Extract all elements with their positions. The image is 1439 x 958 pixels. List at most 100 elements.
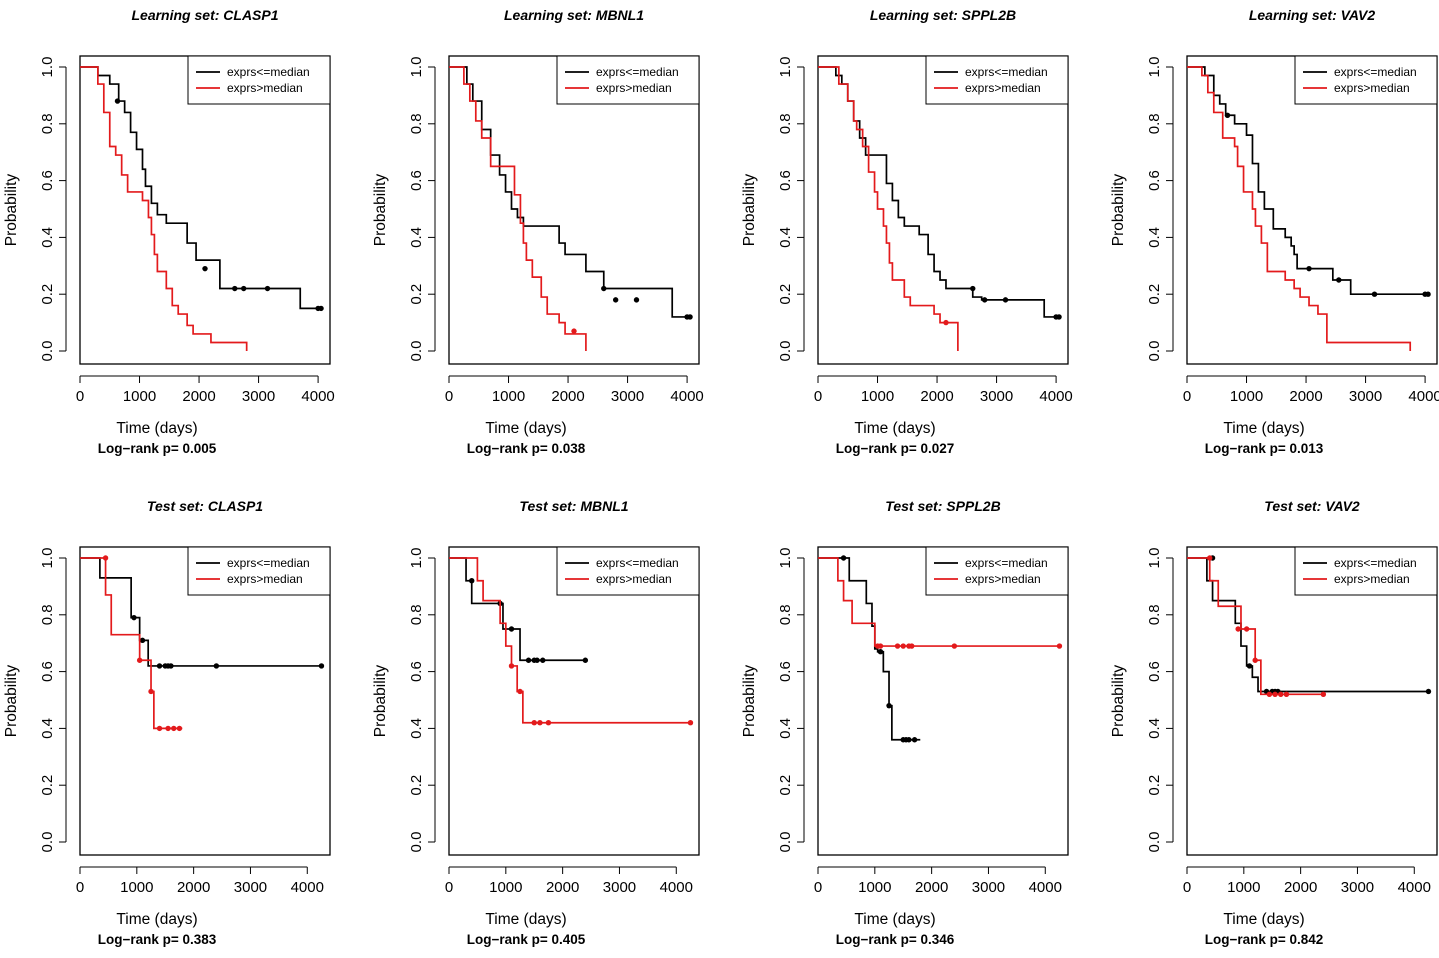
censor-mark [102,555,109,561]
logrank-pvalue: Log−rank p= 0.013 [1205,441,1324,456]
x-tick-label: 1000 [861,388,894,405]
x-tick-label: 3000 [1349,388,1382,405]
y-tick-label: 1.0 [408,57,425,78]
censor-mark [886,702,892,709]
km-curve-high-expression [80,66,248,351]
x-tick-label: 1000 [1230,388,1263,405]
panel-title: Test set: VAV2 [1264,498,1360,514]
y-axis-label: Probability [372,174,389,247]
panel-title: Test set: SPPL2B [885,498,1000,514]
x-tick-label: 1000 [120,879,153,896]
logrank-pvalue: Log−rank p= 0.346 [836,932,955,947]
x-tick-label: 2000 [177,879,210,896]
legend-label: exprs>median [227,81,303,95]
censor-mark [240,285,247,292]
logrank-pvalue: Log−rank p= 0.405 [467,932,586,947]
legend-box [187,55,331,105]
y-axis-label: Probability [3,665,20,738]
legend-label: exprs<=median [596,65,679,79]
y-tick-label: 0.4 [39,718,56,739]
censor-mark [943,319,949,326]
y-tick-label: 0.8 [39,604,56,625]
y-tick-label: 0.2 [408,775,425,796]
x-tick-label: 1000 [489,879,522,896]
legend: exprs<=median exprs>median [925,546,1069,596]
y-tick-label: 0.4 [39,227,56,248]
legend-box [556,55,700,105]
legend-label: exprs<=median [1334,556,1417,570]
x-tick-label: 0 [76,879,84,896]
y-tick-label: 1.0 [777,548,794,569]
censor-mark [1320,691,1327,698]
panel-title: Learning set: MBNL1 [504,7,644,23]
censor-mark [148,688,154,695]
x-tick-label: 0 [445,388,453,405]
censor-mark [687,314,693,320]
censor-mark [508,663,515,669]
x-tick-label: 0 [445,879,453,896]
censor-mark [970,285,976,292]
logrank-pvalue: Log−rank p= 0.005 [98,441,217,456]
x-tick-label: 3000 [980,388,1013,405]
x-tick-label: 4000 [670,388,703,405]
censor-mark [911,737,918,743]
censor-mark [1056,643,1063,649]
y-tick-label: 1.0 [777,57,794,78]
y-tick-label: 0.2 [1146,775,1163,796]
km-panel-8: Test set: VAV2 0.0 0.2 0.4 0.6 0.8 1.0 Probabil… [1110,498,1438,947]
censor-mark [633,297,640,303]
legend: exprs<=median exprs>median [556,546,700,596]
x-tick-label: 2000 [1289,388,1322,405]
y-tick-label: 0.0 [777,341,794,362]
y-tick-label: 0.0 [408,832,425,853]
y-tick-label: 1.0 [39,57,56,78]
y-tick-label: 1.0 [1146,548,1163,569]
legend: exprs<=median exprs>median [925,55,1069,105]
censor-mark [909,643,915,649]
x-tick-label: 2000 [182,388,215,405]
logrank-pvalue: Log−rank p= 0.027 [836,441,955,456]
legend-box [556,546,700,596]
y-tick-label: 0.4 [408,718,425,739]
km-curve-low-expression [818,557,921,741]
x-axis-label: Time (days) [116,420,197,437]
x-axis-label: Time (days) [485,911,566,928]
legend-label: exprs>median [965,572,1041,586]
censor-mark [1246,663,1253,669]
x-axis-label: Time (days) [1223,911,1304,928]
legend: exprs<=median exprs>median [1294,546,1438,596]
y-axis-label: Probability [1110,665,1127,738]
censor-mark [1425,688,1432,695]
x-tick-label: 2000 [546,879,579,896]
x-tick-label: 3000 [972,879,1005,896]
y-tick-label: 1.0 [1146,57,1163,78]
y-tick-label: 0.2 [39,775,56,796]
x-tick-label: 0 [1183,388,1191,405]
km-curve-low-expression [1187,66,1429,296]
legend: exprs<=median exprs>median [187,546,331,596]
x-tick-label: 4000 [660,879,693,896]
censor-mark [601,285,607,292]
censor-mark [534,657,540,663]
km-panel-5: Test set: CLASP1 0.0 0.2 0.4 0.6 0.8 1.0 Probab… [3,498,331,947]
y-axis-label: Probability [1110,174,1127,247]
y-tick-label: 0.8 [408,604,425,625]
censor-mark [531,720,537,726]
censor-mark [156,663,163,669]
censor-mark [139,637,146,644]
y-tick-label: 0.2 [39,284,56,305]
censor-mark [213,663,220,669]
x-tick-label: 3000 [234,879,267,896]
censor-mark [537,720,543,726]
censor-mark [1224,112,1231,118]
km-curve-high-expression [1187,557,1324,696]
y-tick-label: 0.0 [777,832,794,853]
censor-mark [612,297,619,303]
censor-mark [900,643,906,649]
censor-mark [571,328,577,334]
x-tick-label: 2000 [1284,879,1317,896]
y-tick-label: 0.2 [777,775,794,796]
x-tick-label: 3000 [1341,879,1374,896]
y-tick-label: 0.6 [777,661,794,682]
censor-mark [176,725,183,732]
